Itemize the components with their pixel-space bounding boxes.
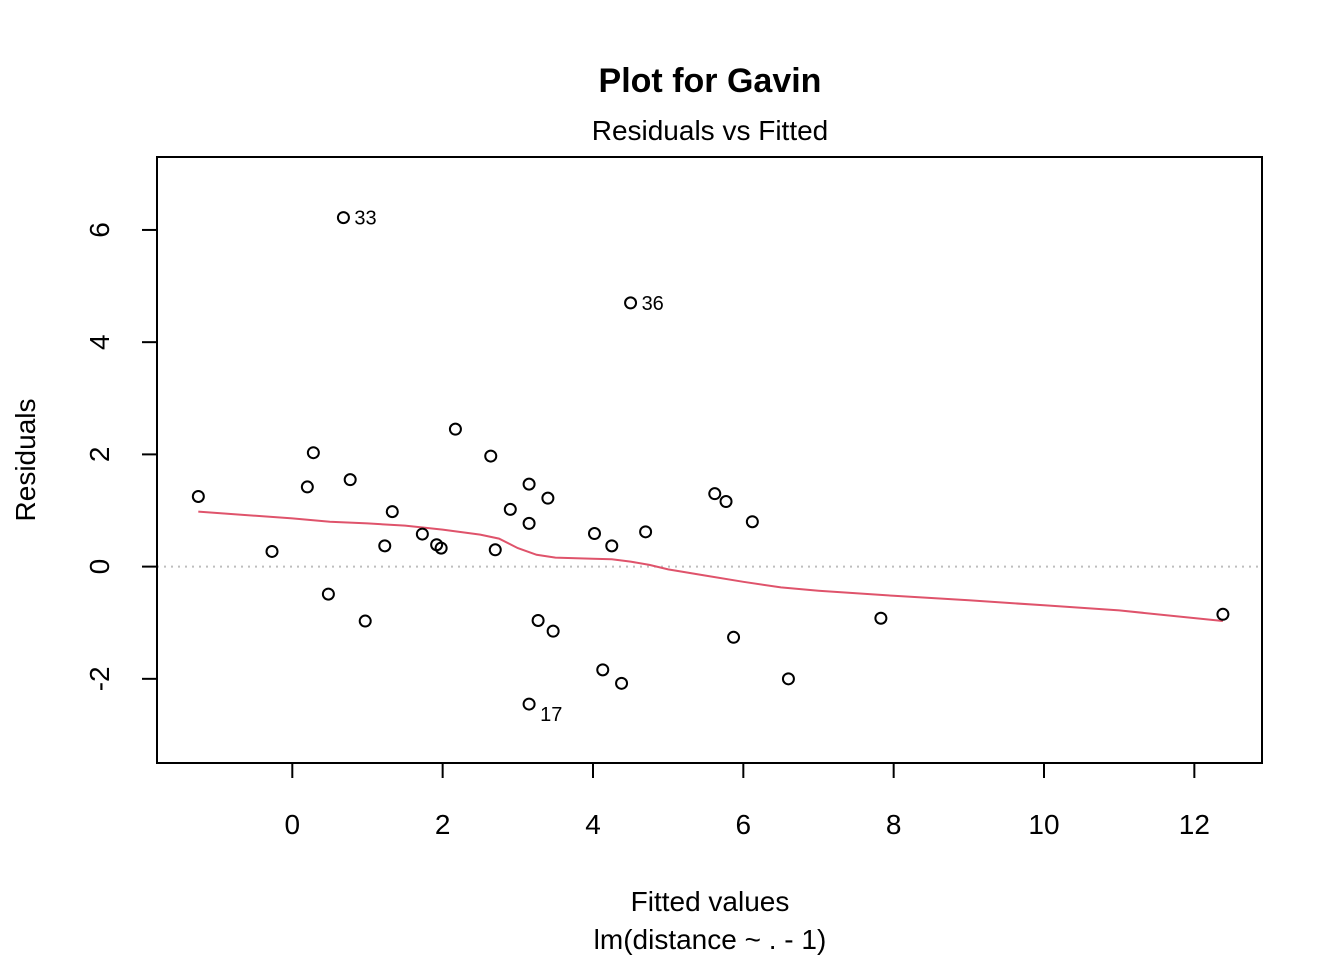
- data-point: [522, 697, 536, 711]
- data-point: [727, 630, 741, 644]
- data-point: [503, 502, 517, 516]
- x-tick-label: 0: [285, 809, 301, 840]
- data-point: [587, 527, 601, 541]
- data-point: [265, 544, 279, 558]
- data-point: [605, 539, 619, 553]
- data-point: [336, 211, 350, 225]
- data-point: [719, 495, 733, 509]
- data-point: [306, 446, 320, 460]
- y-tick-label: 2: [84, 447, 115, 463]
- data-point: [596, 663, 610, 677]
- x-axis-label: Fitted values: [631, 886, 790, 917]
- y-tick-label: 6: [84, 222, 115, 238]
- x-axis-label-model: lm(distance ~ . - 1): [594, 924, 827, 955]
- data-point: [639, 525, 653, 539]
- data-point: [343, 473, 357, 487]
- x-tick-label: 12: [1179, 809, 1210, 840]
- data-point: [191, 489, 205, 503]
- data-point: [415, 527, 429, 541]
- y-tick-label: -2: [84, 666, 115, 691]
- data-point: [1216, 607, 1230, 621]
- chart-subtitle: Residuals vs Fitted: [592, 115, 829, 146]
- data-point: [385, 505, 399, 519]
- data-point: [745, 515, 759, 529]
- data-point: [615, 676, 629, 690]
- smooth-line: [198, 510, 1224, 622]
- point-label: 17: [540, 704, 562, 726]
- data-point: [546, 624, 560, 638]
- plot-frame: [156, 156, 1263, 764]
- y-tick-label: 0: [84, 559, 115, 575]
- data-point: [708, 487, 722, 501]
- point-label: 36: [642, 293, 664, 315]
- data-point: [378, 539, 392, 553]
- x-tick-label: 8: [886, 809, 902, 840]
- y-tick-label: 4: [84, 334, 115, 350]
- chart-title: Plot for Gavin: [599, 62, 822, 100]
- data-point: [874, 611, 888, 625]
- data-point: [781, 672, 795, 686]
- x-tick-label: 10: [1028, 809, 1059, 840]
- data-point: [541, 491, 555, 505]
- data-point: [300, 480, 314, 494]
- data-point: [624, 296, 638, 310]
- x-tick-label: 4: [585, 809, 601, 840]
- data-point: [522, 477, 536, 491]
- data-point: [484, 449, 498, 463]
- data-point: [321, 587, 335, 601]
- x-tick-label: 2: [435, 809, 451, 840]
- x-tick-label: 6: [736, 809, 752, 840]
- data-point: [434, 541, 448, 555]
- data-point: [448, 422, 462, 436]
- data-point: [531, 613, 545, 627]
- data-point: [522, 516, 536, 530]
- point-label: 33: [354, 208, 376, 230]
- y-axis-label: Residuals: [10, 399, 41, 522]
- plot-area: 33 36 17 0 2 4 6 8 10 12 -2 0 2 4 6: [84, 156, 1263, 840]
- data-point: [488, 543, 502, 557]
- data-point: [358, 614, 372, 628]
